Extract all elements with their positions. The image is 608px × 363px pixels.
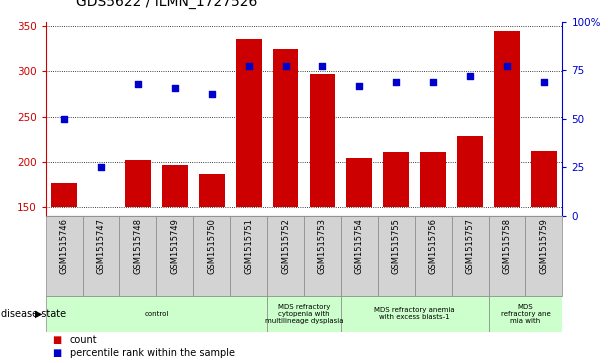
Bar xyxy=(341,296,489,332)
Text: GSM1515753: GSM1515753 xyxy=(318,219,327,274)
Text: control: control xyxy=(144,311,168,317)
Text: percentile rank within the sample: percentile rank within the sample xyxy=(70,347,235,358)
Point xyxy=(502,64,512,69)
Bar xyxy=(83,216,119,296)
Point xyxy=(133,81,143,87)
Bar xyxy=(156,216,193,296)
Bar xyxy=(236,39,261,207)
Point xyxy=(207,91,216,97)
Text: GSM1515756: GSM1515756 xyxy=(429,219,438,274)
Point xyxy=(59,116,69,122)
Point xyxy=(281,64,291,69)
Bar xyxy=(341,216,378,296)
Text: GSM1515757: GSM1515757 xyxy=(466,219,475,274)
Text: MDS refractory
cytopenia with
multilineage dysplasia: MDS refractory cytopenia with multilinea… xyxy=(264,304,344,324)
Bar xyxy=(489,296,562,332)
Bar xyxy=(199,175,224,207)
Bar xyxy=(162,166,188,207)
Text: ■: ■ xyxy=(52,335,61,345)
Bar xyxy=(384,152,409,207)
Bar xyxy=(51,183,77,207)
Text: GSM1515747: GSM1515747 xyxy=(97,219,105,274)
Bar xyxy=(489,216,525,296)
Point xyxy=(392,79,401,85)
Point xyxy=(354,83,364,89)
Bar xyxy=(119,216,156,296)
Point xyxy=(428,79,438,85)
Bar xyxy=(531,151,557,207)
Point xyxy=(244,64,254,69)
Bar xyxy=(420,152,446,207)
Text: GSM1515746: GSM1515746 xyxy=(60,219,69,274)
Bar xyxy=(347,158,372,207)
Text: GSM1515752: GSM1515752 xyxy=(281,219,290,274)
Point xyxy=(96,164,106,170)
Bar xyxy=(230,216,267,296)
Text: ▶: ▶ xyxy=(35,309,43,319)
Bar xyxy=(46,296,267,332)
Point xyxy=(170,85,179,91)
Bar xyxy=(452,216,489,296)
Bar xyxy=(457,136,483,207)
Bar xyxy=(267,216,304,296)
Bar xyxy=(525,216,562,296)
Text: MDS refractory anemia
with excess blasts-1: MDS refractory anemia with excess blasts… xyxy=(375,307,455,321)
Text: GSM1515748: GSM1515748 xyxy=(133,219,142,274)
Bar xyxy=(193,216,230,296)
Text: GSM1515755: GSM1515755 xyxy=(392,219,401,274)
Text: GDS5622 / ILMN_1727526: GDS5622 / ILMN_1727526 xyxy=(76,0,257,9)
Text: GSM1515751: GSM1515751 xyxy=(244,219,253,274)
Point xyxy=(317,64,327,69)
Bar xyxy=(304,216,341,296)
Bar xyxy=(272,49,299,207)
Bar xyxy=(378,216,415,296)
Text: ■: ■ xyxy=(52,347,61,358)
Text: disease state: disease state xyxy=(1,309,66,319)
Point xyxy=(465,73,475,79)
Bar xyxy=(267,296,341,332)
Text: GSM1515750: GSM1515750 xyxy=(207,219,216,274)
Text: GSM1515758: GSM1515758 xyxy=(503,219,511,274)
Text: GSM1515759: GSM1515759 xyxy=(539,219,548,274)
Text: GSM1515749: GSM1515749 xyxy=(170,219,179,274)
Point xyxy=(539,79,549,85)
Bar xyxy=(494,31,520,207)
Bar xyxy=(125,160,151,207)
Text: GSM1515754: GSM1515754 xyxy=(355,219,364,274)
Text: MDS
refractory ane
mia with: MDS refractory ane mia with xyxy=(500,304,550,324)
Bar xyxy=(309,74,336,207)
Bar xyxy=(415,216,452,296)
Text: count: count xyxy=(70,335,97,345)
Bar xyxy=(46,216,83,296)
